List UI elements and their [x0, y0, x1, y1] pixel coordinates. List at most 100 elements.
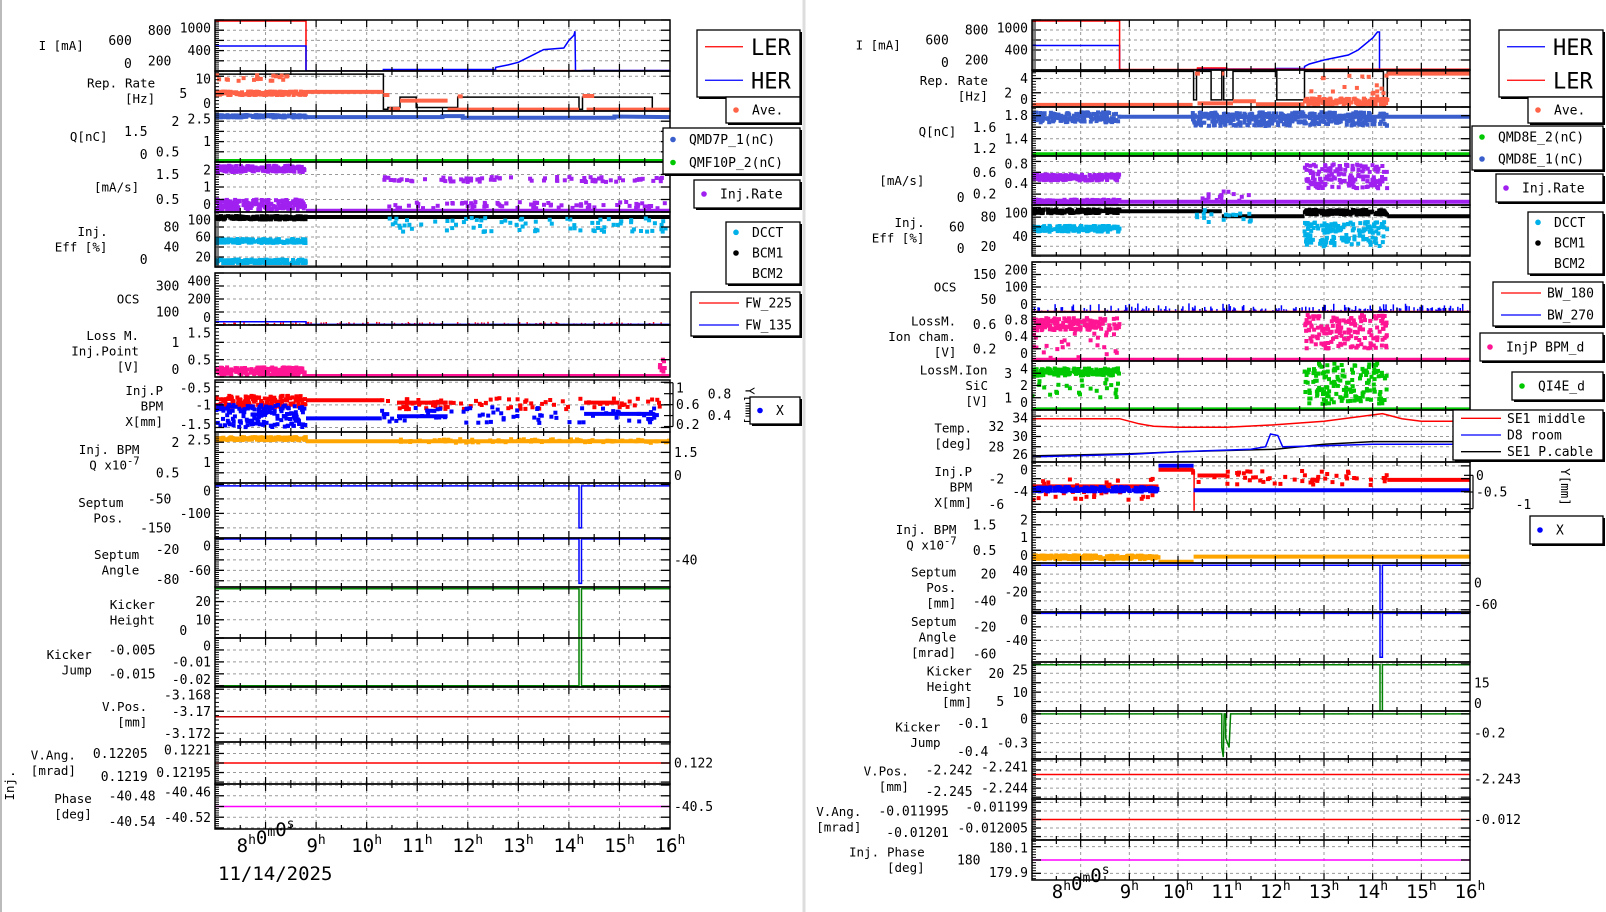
data-point: [1256, 114, 1261, 119]
right-y-tick-label: 0.8: [708, 387, 731, 402]
data-point: [479, 403, 484, 407]
data-point: [436, 399, 441, 404]
data-point: [1381, 91, 1386, 96]
data-point: [293, 261, 298, 265]
data-point: [269, 423, 274, 428]
y-axis-label: [mA/s]: [94, 179, 139, 194]
data-point: [300, 113, 305, 118]
data-point: [244, 198, 249, 203]
data-point: [1347, 73, 1352, 78]
data-point: [1367, 98, 1372, 103]
data-point: [274, 207, 279, 212]
data-point: [483, 202, 488, 207]
data-point: [442, 415, 447, 420]
data-point: [285, 238, 290, 243]
data-point: [569, 176, 574, 181]
data-point: [1339, 113, 1344, 118]
data-point: [278, 369, 283, 374]
y-tick-label: 20: [195, 251, 211, 266]
data-point: [398, 437, 403, 442]
data-point: [521, 437, 526, 442]
data-point: [1058, 118, 1063, 123]
y-tick-label: 0.12195: [156, 766, 211, 781]
data-point: [647, 205, 652, 210]
legend-frame: [662, 127, 801, 175]
y-tick-label: 2.5: [188, 112, 211, 127]
data-point: [289, 261, 294, 266]
data-point: [300, 237, 305, 242]
series-line: [1032, 70, 1470, 101]
data-point: [227, 422, 232, 427]
data-point: [266, 258, 271, 263]
series-line: [1032, 31, 1470, 70]
panel-q-nc-: 1.81.61.41.2Q[nC]: [919, 106, 1471, 157]
time-unit: h: [526, 833, 534, 848]
data-point: [252, 239, 257, 244]
legend-dot-swatch: [733, 229, 739, 236]
data-point: [632, 178, 637, 183]
data-point: [662, 201, 667, 206]
data-point: [602, 225, 607, 230]
data-point: [1073, 119, 1078, 124]
data-point: [492, 177, 497, 182]
panel-inj-bpm-q: 2.5 2 1.5 1 0.5 0 Inj. BPM Q x10-7: [79, 431, 697, 484]
data-point: [495, 407, 500, 412]
data-point: [417, 402, 422, 407]
data-point: [1370, 122, 1375, 127]
data-point: [598, 217, 603, 222]
data-point: [1226, 119, 1231, 124]
data-point: [1287, 123, 1292, 128]
data-point: [1382, 121, 1387, 126]
data-point: [1267, 123, 1272, 128]
data-point: [523, 221, 528, 226]
data-point: [236, 78, 241, 83]
data-point: [1381, 101, 1386, 106]
data-point: [520, 224, 525, 229]
data-point: [1349, 100, 1354, 105]
data-point: [297, 216, 302, 221]
data-point: [445, 201, 450, 206]
data-point: [1369, 96, 1374, 101]
data-point: [1375, 94, 1380, 99]
y-tick-label: 20: [195, 595, 211, 610]
data-point: [255, 216, 260, 221]
data-point: [288, 204, 293, 209]
data-point: [291, 411, 296, 416]
data-point: [500, 439, 505, 444]
y-tick-label: 0: [140, 148, 148, 163]
data-point: [1035, 114, 1040, 119]
y-tick-label: 1: [203, 181, 211, 196]
data-point: [437, 415, 442, 420]
data-point: [1323, 97, 1328, 102]
data-point: [245, 404, 250, 409]
data-point: [448, 400, 453, 405]
legend-box: QMD7P_1(nC) QMF10P_2(nC): [662, 127, 802, 176]
data-point: [239, 372, 244, 377]
data-point: [241, 217, 246, 221]
data-point: [382, 177, 387, 182]
data-point: [1032, 110, 1035, 115]
data-point: [1316, 99, 1321, 104]
data-point: [264, 420, 269, 425]
data-point: [243, 399, 247, 404]
data-point: [272, 408, 277, 413]
data-point: [270, 397, 275, 402]
data-point: [285, 201, 290, 206]
data-point: [290, 164, 295, 169]
data-point: [568, 226, 573, 231]
data-point: [225, 207, 230, 212]
data-point: [1197, 110, 1202, 115]
data-point: [638, 177, 643, 182]
data-point: [235, 214, 240, 219]
data-point: [464, 420, 469, 425]
data-point: [559, 203, 564, 208]
data-point: [277, 372, 282, 377]
data-point: [238, 216, 243, 221]
data-point: [533, 229, 538, 234]
data-point: [279, 409, 284, 414]
data-point: [1263, 124, 1268, 128]
data-point: [254, 197, 259, 202]
data-point: [223, 115, 228, 120]
data-point: [426, 410, 431, 415]
